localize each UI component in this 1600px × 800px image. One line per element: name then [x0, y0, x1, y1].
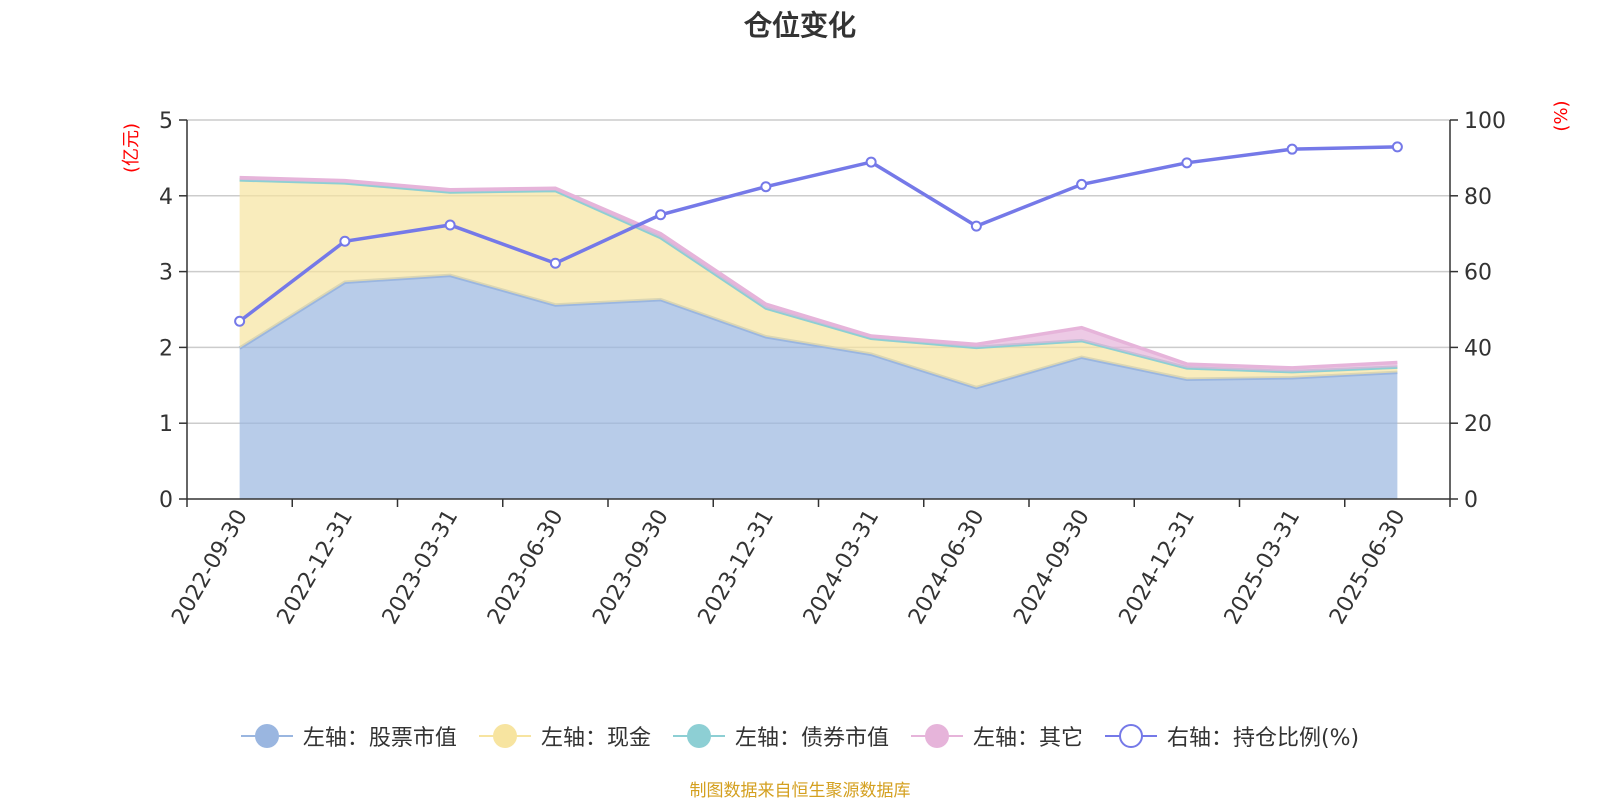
x-axis-tick-label: 2023-06-30 — [483, 506, 569, 629]
left-axis-tick-label: 5 — [159, 109, 173, 134]
right-axis-tick-label: 80 — [1464, 185, 1492, 210]
left-axis-tick-label: 3 — [159, 261, 173, 286]
left-axis-tick-label: 2 — [159, 336, 173, 361]
x-axis-tick-label: 2022-09-30 — [167, 506, 253, 629]
left-axis-unit-label: (亿元) — [121, 123, 142, 173]
x-axis-tick-label: 2025-06-30 — [1325, 506, 1411, 629]
right-axis-tick-label: 100 — [1464, 109, 1506, 134]
right-axis-tick-label: 60 — [1464, 261, 1492, 286]
legend-marker-icon — [672, 723, 725, 749]
ratio-point — [549, 257, 561, 269]
ratio-point — [970, 220, 982, 232]
ratio-point — [234, 315, 246, 327]
right-axis-tick-label: 20 — [1464, 412, 1492, 437]
area-edge-other — [239, 175, 1398, 370]
ratio-line-layer — [234, 141, 1403, 327]
legend-item-ratio[interactable]: 右轴：持仓比例(%) — [1104, 720, 1360, 752]
ratio-point — [444, 219, 456, 231]
legend-marker-icon — [240, 723, 293, 749]
left-axis-tick-label: 4 — [159, 185, 173, 210]
right-axis-tick-label: 0 — [1464, 488, 1478, 513]
x-axis-tick-label: 2023-12-31 — [693, 506, 779, 629]
stacked-areas — [238, 175, 1398, 499]
x-axis-tick-label: 2025-03-31 — [1220, 506, 1306, 629]
x-axis-tick-label: 2023-09-30 — [588, 506, 674, 629]
legend-item-other[interactable]: 左轴：其它 — [910, 720, 1083, 752]
right-axis-tick-label: 40 — [1464, 336, 1492, 361]
x-axis-tick-label: 2022-12-31 — [272, 506, 358, 629]
ratio-point — [760, 181, 772, 193]
ratio-point — [865, 156, 877, 168]
right-axis-unit-label: (%) — [1551, 100, 1572, 131]
legend-marker-icon — [910, 723, 963, 749]
x-axis-tick-label: 2023-03-31 — [378, 506, 464, 629]
legend-label: 右轴：持仓比例(%) — [1166, 726, 1360, 751]
source-note: 制图数据来自恒生聚源数据库 — [689, 781, 911, 800]
legend-item-bond[interactable]: 左轴：债券市值 — [672, 720, 889, 752]
legend-item-cash[interactable]: 左轴：现金 — [478, 720, 651, 752]
ratio-point — [655, 209, 667, 221]
legend-label: 左轴：债券市值 — [734, 726, 889, 751]
legend-label: 左轴：现金 — [540, 726, 651, 751]
ratio-point — [1076, 178, 1088, 190]
x-axis-tick-label: 2024-09-30 — [1009, 506, 1095, 629]
ratio-point — [1391, 141, 1403, 153]
ratio-point — [1181, 157, 1193, 169]
x-axis-tick-label: 2024-06-30 — [904, 506, 990, 629]
left-axis-tick-label: 0 — [159, 488, 173, 513]
legend: 左轴：股票市值 左轴：现金 左轴：债券市值 左轴：其它 右轴：持仓比例(%) — [0, 720, 1600, 752]
legend-marker-icon — [1104, 723, 1157, 749]
x-axis-tick-label: 2024-03-31 — [799, 506, 885, 629]
area-stock — [239, 275, 1398, 499]
ratio-line — [238, 145, 1398, 323]
area-cash — [239, 179, 1398, 388]
legend-marker-icon — [478, 723, 531, 749]
ratio-point — [339, 235, 351, 247]
x-axis-tick-label: 2024-12-31 — [1114, 506, 1200, 629]
ratio-point — [1286, 143, 1298, 155]
legend-item-stock[interactable]: 左轴：股票市值 — [240, 720, 457, 752]
legend-label: 左轴：其它 — [972, 726, 1083, 751]
legend-label: 左轴：股票市值 — [302, 726, 457, 751]
left-axis-tick-label: 1 — [159, 412, 173, 437]
chart-title: 仓位变化 — [743, 9, 856, 42]
